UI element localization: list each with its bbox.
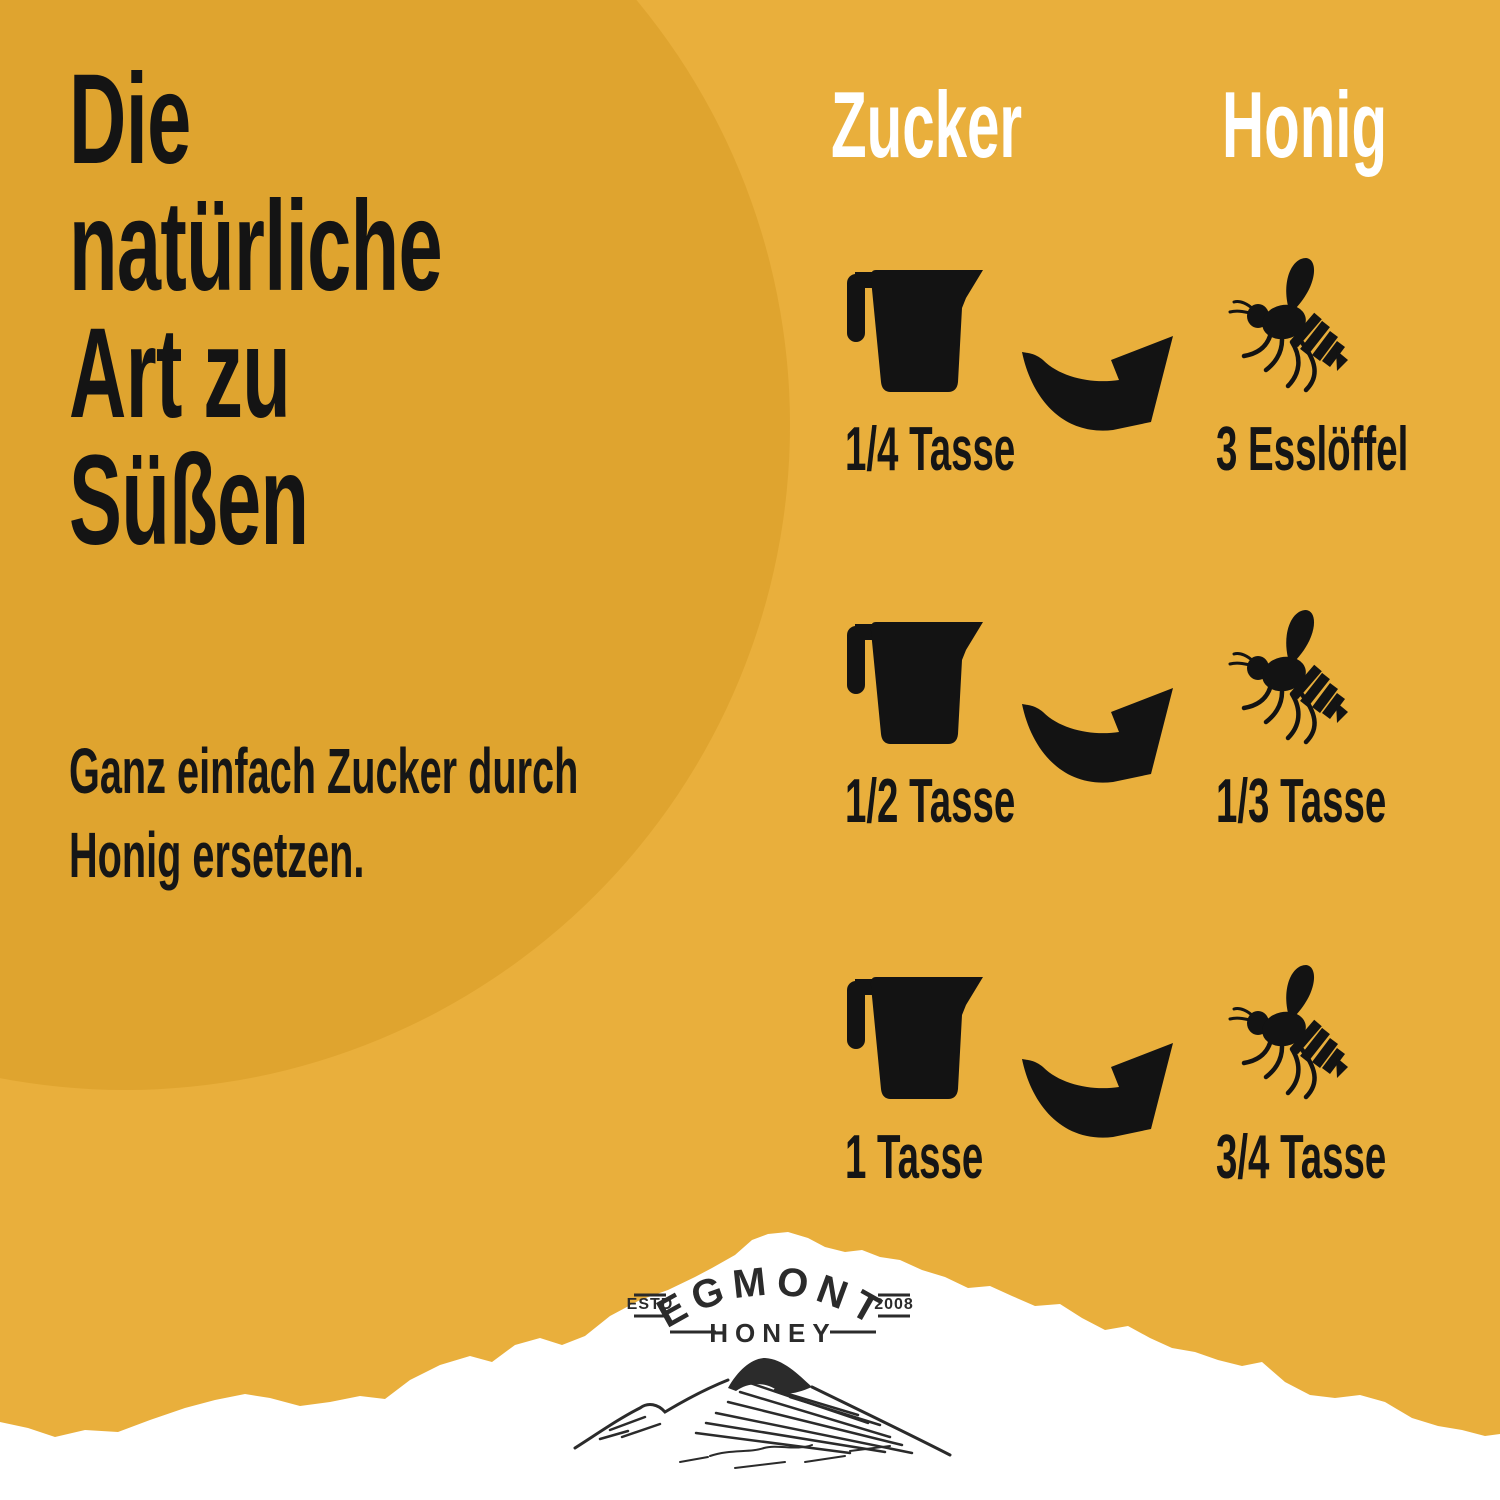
page-subtitle: Ganz einfach Zucker durch Honig ersetzen… [69,729,578,897]
column-header-zucker: Zucker [831,72,1023,177]
page-title: Die natürliche Art zu Süßen [69,48,443,572]
egmont-honey-logo: ESTD 2008 EGMONT HONEY [550,1225,970,1500]
page-title-line: Süßen [69,429,309,572]
logo-estd-text: ESTD [627,1296,674,1313]
bee-icon [1224,957,1350,1101]
bee-icon [1224,250,1350,394]
bee-icon [1224,602,1350,746]
logo-year-text: 2008 [874,1296,914,1313]
page-title-line: Art zu [69,302,291,445]
curved-arrow-icon [1013,1033,1183,1155]
measuring-cup-icon [845,618,985,750]
honey-amount-label: 1/3 Tasse [1216,767,1387,836]
page-title-line: natürliche [69,175,443,318]
logo-honey-row: HONEY [670,1318,876,1348]
curved-arrow-icon [1013,326,1183,448]
page-subtitle-line: Ganz einfach Zucker durch [69,735,579,807]
column-header-honig: Honig [1222,72,1388,177]
measuring-cup-icon [845,973,985,1105]
sugar-amount-label: 1 Tasse [845,1123,984,1192]
sugar-amount-label: 1/2 Tasse [845,767,1016,836]
sugar-amount-label: 1/4 Tasse [845,415,1016,484]
logo-year-badge: 2008 [874,1293,914,1318]
logo-estd-badge: ESTD [627,1293,674,1318]
honey-amount-label: 3/4 Tasse [1216,1123,1387,1192]
honey-amount-label: 3 Esslöffel [1216,415,1409,484]
mountain-sketch [573,1358,952,1469]
page-subtitle-line: Honig ersetzen. [69,819,365,891]
page-title-line: Die [69,48,191,191]
curved-arrow-icon [1013,678,1183,800]
measuring-cup-icon [845,266,985,398]
logo-honey-text: HONEY [709,1318,836,1348]
